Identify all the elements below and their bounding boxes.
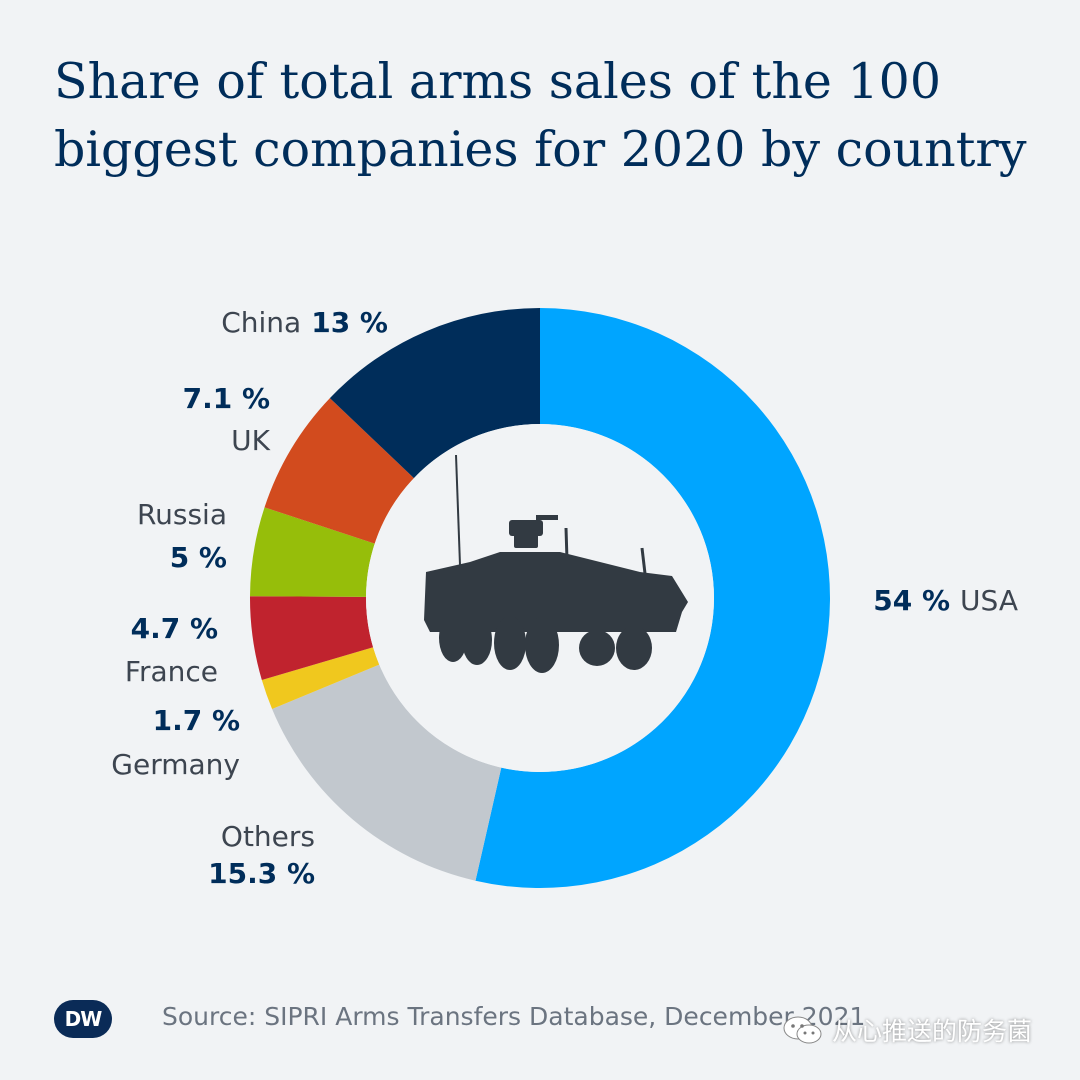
value-uk: 7.1 % (183, 382, 270, 415)
source-note: Source: SIPRI Arms Transfers Database, D… (162, 1002, 866, 1031)
slice-uk (264, 398, 414, 544)
value-germany: 1.7 % (153, 704, 240, 737)
dw-logo: DW (54, 1000, 112, 1038)
watermark: 从心推送的防务菌 (782, 1012, 1032, 1048)
slice-china (329, 308, 540, 479)
label-france: France (125, 655, 218, 688)
value-others: 15.3 % (208, 857, 315, 890)
slice-usa (475, 308, 830, 888)
wechat-icon (783, 1016, 822, 1044)
label-russia: Russia (137, 498, 227, 531)
slice-labels: 54 % USA China 13 % 7.1 % UK Russia 5 % 4.… (111, 306, 1018, 890)
chart-title: Share of total arms sales of the 100 big… (54, 48, 1034, 184)
label-uk: UK (231, 424, 270, 457)
value-russia: 5 % (170, 541, 227, 574)
value-france: 4.7 % (131, 612, 218, 645)
slice-germany (261, 647, 380, 709)
label-usa: 54 % USA (873, 584, 1018, 617)
title-line-1: Share of total arms sales of the 100 (54, 53, 942, 110)
armored-vehicle-icon (424, 454, 688, 673)
donut-chart: 54 % USA China 13 % 7.1 % UK Russia 5 % 4.… (111, 306, 1018, 890)
label-germany: Germany (111, 748, 240, 781)
label-china: China 13 % (221, 306, 388, 339)
watermark-text: 从心推送的防务菌 (832, 1017, 1033, 1046)
slice-france (249, 596, 374, 681)
slice-russia (250, 507, 375, 597)
title-line-2: biggest companies for 2020 by country (54, 121, 1027, 178)
footer: DW Source: SIPRI Arms Transfers Database… (0, 990, 1080, 1050)
label-others: Others (221, 820, 315, 853)
slice-others (272, 664, 502, 881)
